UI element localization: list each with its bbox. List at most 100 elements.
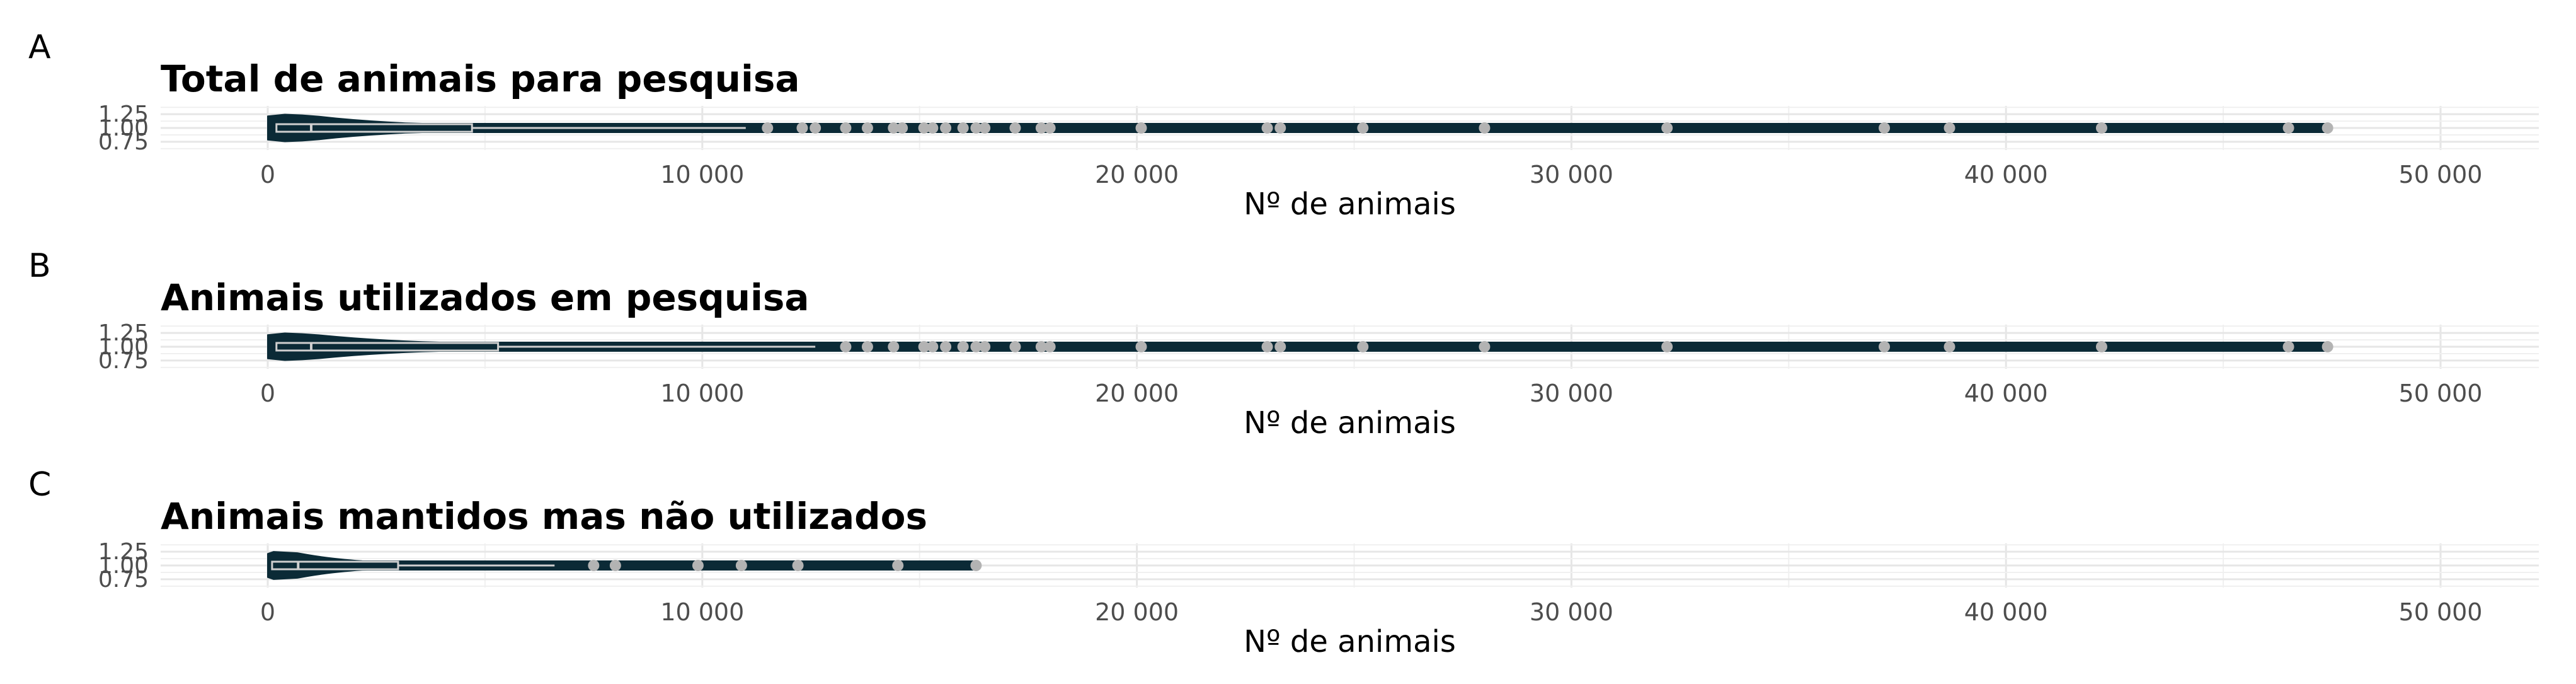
outlier-point: [796, 122, 808, 134]
outlier-point: [1879, 341, 1891, 352]
outlier-point: [888, 122, 900, 134]
panel-title: Animais utilizados em pesquisa: [161, 276, 810, 319]
outlier-point: [1357, 341, 1369, 352]
x-tick-label: 20 000: [1095, 380, 1179, 407]
outlier-point: [1274, 122, 1286, 134]
box-iqr: [275, 342, 500, 352]
outlier-point: [2321, 341, 2333, 352]
x-tick-label: 50 000: [2399, 380, 2483, 407]
outlier-point: [1479, 341, 1491, 352]
x-tick-label: 0: [260, 380, 275, 407]
x-tick-label: 40 000: [1964, 598, 2048, 626]
outlier-point: [1357, 122, 1369, 134]
outlier-point: [2095, 122, 2107, 134]
x-tick-label: 40 000: [1964, 161, 2048, 188]
outlier-point: [979, 341, 991, 352]
outlier-point: [896, 122, 908, 134]
outlier-point: [1661, 341, 1673, 352]
outlier-point: [940, 122, 952, 134]
panel-title: Total de animais para pesquisa: [161, 57, 800, 100]
outlier-point: [840, 341, 852, 352]
x-axis-label: Nº de animais: [1244, 405, 1456, 441]
outlier-point: [1943, 341, 1955, 352]
x-tick-label: 20 000: [1095, 161, 1179, 188]
outlier-point: [1035, 122, 1047, 134]
violin-shape: [267, 551, 977, 580]
panel-letter: C: [28, 466, 51, 504]
outlier-point: [609, 560, 621, 571]
outlier-point: [1035, 341, 1047, 352]
outlier-point: [1009, 122, 1021, 134]
outlier-point: [1943, 122, 1955, 134]
outlier-point: [792, 560, 804, 571]
outlier-point: [957, 122, 969, 134]
outlier-point: [762, 122, 774, 134]
x-tick-label: 30 000: [1530, 161, 1613, 188]
x-tick-label: 30 000: [1530, 380, 1613, 407]
box-iqr: [271, 560, 399, 571]
panel-title: Animais mantidos mas não utilizados: [161, 495, 927, 538]
outlier-point: [1044, 122, 1056, 134]
outlier-point: [1044, 341, 1056, 352]
outlier-point: [861, 341, 873, 352]
outlier-point: [970, 341, 982, 352]
outlier-point: [970, 560, 982, 571]
outlier-point: [735, 560, 747, 571]
outlier-point: [588, 560, 600, 571]
outlier-point: [2282, 341, 2294, 352]
panel-letter: A: [28, 28, 51, 66]
outlier-point: [2095, 341, 2107, 352]
y-tick-label: 1.25: [98, 320, 149, 346]
x-tick-label: 0: [260, 598, 275, 626]
outlier-point: [940, 341, 952, 352]
outlier-point: [1135, 341, 1147, 352]
x-tick-label: 10 000: [660, 598, 744, 626]
outlier-point: [1661, 122, 1673, 134]
outlier-point: [918, 341, 930, 352]
outlier-point: [2282, 122, 2294, 134]
outlier-point: [1479, 122, 1491, 134]
outlier-point: [692, 560, 704, 571]
outlier-point: [888, 341, 900, 352]
y-tick-label: 0.75: [98, 348, 149, 374]
x-tick-label: 20 000: [1095, 598, 1179, 626]
outlier-point: [1135, 122, 1147, 134]
y-tick-label: 1.00: [98, 334, 149, 360]
x-tick-label: 10 000: [660, 380, 744, 407]
x-tick-label: 30 000: [1530, 598, 1613, 626]
x-tick-label: 0: [260, 161, 275, 188]
outlier-point: [861, 122, 873, 134]
outlier-point: [970, 122, 982, 134]
panel-c: C Animais mantidos mas não utilizados 0.75…: [28, 466, 2539, 659]
x-tick-label: 10 000: [660, 161, 744, 188]
y-tick-label: 1.25: [98, 539, 149, 565]
outlier-point: [840, 122, 852, 134]
outlier-point: [2321, 122, 2333, 134]
x-axis-label: Nº de animais: [1244, 624, 1456, 659]
y-tick-label: 1.00: [98, 553, 149, 579]
panel-letter: B: [28, 247, 51, 285]
outlier-point: [927, 341, 939, 352]
outlier-point: [927, 122, 939, 134]
outlier-point: [1879, 122, 1891, 134]
outlier-point: [1274, 341, 1286, 352]
x-tick-label: 50 000: [2399, 598, 2483, 626]
box-iqr: [275, 123, 473, 133]
outlier-point: [1009, 341, 1021, 352]
x-tick-label: 40 000: [1964, 380, 2048, 407]
y-tick-label: 0.75: [98, 129, 149, 155]
y-tick-label: 0.75: [98, 567, 149, 593]
x-axis-label: Nº de animais: [1244, 187, 1456, 222]
y-tick-label: 1.25: [98, 101, 149, 127]
outlier-point: [1261, 122, 1273, 134]
outlier-point: [810, 122, 821, 134]
x-tick-label: 50 000: [2399, 161, 2483, 188]
outlier-point: [918, 122, 930, 134]
y-tick-label: 1.00: [98, 115, 149, 141]
outlier-point: [979, 122, 991, 134]
outlier-point: [957, 341, 969, 352]
outlier-point: [892, 560, 904, 571]
outlier-point: [1261, 341, 1273, 352]
